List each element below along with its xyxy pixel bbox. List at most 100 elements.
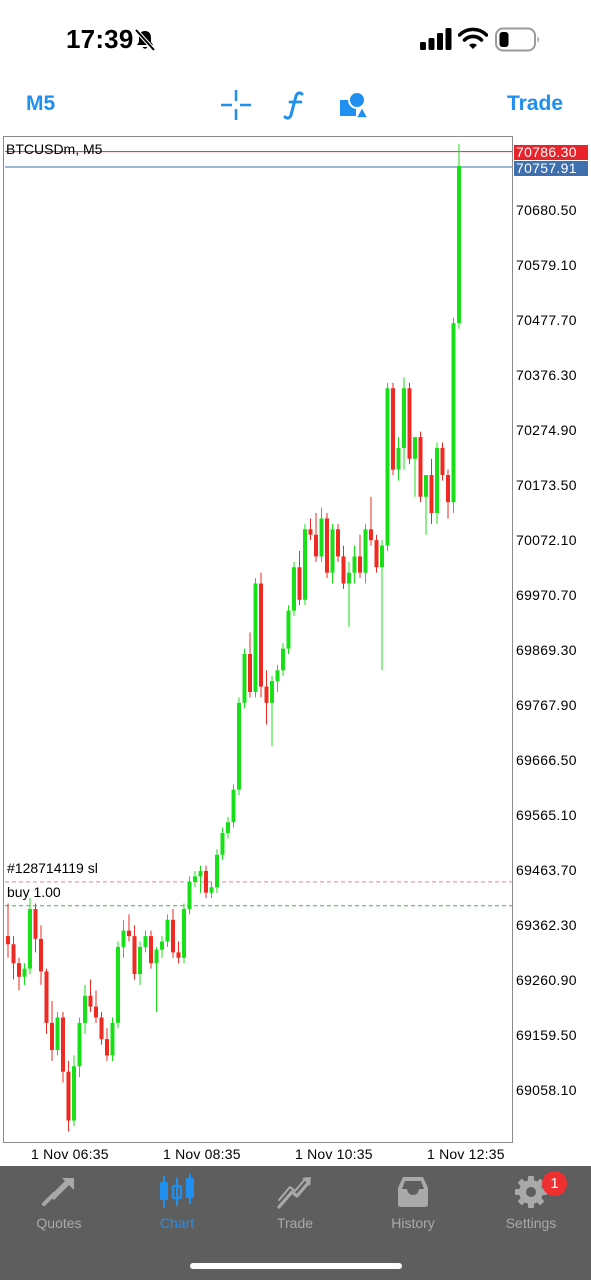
bull-candle (121, 930, 126, 947)
buy-position-label: buy 1.00 (7, 884, 61, 900)
bear-candle (99, 1017, 104, 1040)
home-indicator (190, 1263, 402, 1269)
bull-candle (83, 995, 87, 1023)
bear-candle (259, 583, 263, 687)
bull-candle (413, 437, 417, 459)
bull-candle (209, 887, 214, 893)
tab-quotes[interactable]: Quotes (0, 1166, 118, 1236)
bear-candle (440, 447, 445, 476)
stop-loss-label: #128714119 sl (7, 860, 98, 876)
bid-price-tag: 70757.91 (514, 161, 588, 176)
chart-icon (160, 1174, 194, 1208)
status-time: 17:39 (66, 24, 134, 54)
ask-price-tag: 70786.30 (514, 145, 588, 160)
bull-candle (198, 871, 203, 877)
chart-toolbar: M5 Trade (0, 80, 591, 130)
tab-label: History (391, 1215, 435, 1231)
time-tick: 1 Nov 10:35 (295, 1146, 373, 1162)
bull-candle (286, 610, 291, 649)
bull-candle (165, 919, 170, 942)
settings-icon (515, 1176, 547, 1208)
price-tick: 69159.50 (516, 1027, 577, 1043)
bear-candle (204, 871, 208, 893)
bull-candle (319, 518, 324, 557)
price-tick: 69058.10 (516, 1082, 577, 1098)
price-tick: 70680.50 (516, 202, 577, 218)
price-tick: 69869.30 (516, 642, 577, 658)
bull-candle (347, 572, 351, 584)
bear-candle (358, 556, 362, 573)
bull-candle (303, 529, 307, 600)
trade-button[interactable]: Trade (506, 92, 563, 115)
settings-notification-badge: 1 (542, 1171, 567, 1196)
bull-candle (435, 447, 439, 514)
tab-trade[interactable]: Trade (236, 1166, 354, 1236)
bear-candle (391, 388, 395, 470)
bull-candle (138, 946, 142, 975)
bell-muted-icon (134, 28, 156, 52)
bear-candle (369, 529, 373, 541)
bear-candle (374, 540, 379, 568)
chart-area[interactable] (3, 136, 513, 1143)
crosshair-icon[interactable] (219, 88, 253, 122)
cellular-signal-icon (420, 28, 452, 50)
bull-candle (275, 670, 280, 682)
bear-candle (429, 475, 434, 514)
price-tick: 70072.10 (516, 532, 577, 548)
history-icon (398, 1177, 428, 1207)
bear-candle (88, 995, 93, 1007)
bull-candle (226, 822, 230, 834)
price-tick: 69463.70 (516, 862, 577, 878)
bull-candle (28, 908, 32, 969)
tab-chart[interactable]: Chart (118, 1166, 236, 1236)
bear-candle (66, 1071, 71, 1121)
bull-candle (72, 1066, 76, 1121)
tab-label: Settings (505, 1215, 557, 1231)
bull-candle (182, 908, 186, 958)
bull-candle (330, 529, 335, 573)
bear-candle (314, 534, 318, 557)
bear-candle (308, 529, 313, 535)
bear-candle (33, 908, 38, 939)
bear-candle (248, 654, 252, 693)
bull-candle (116, 946, 120, 1023)
bear-candle (94, 1006, 98, 1018)
chart-symbol-label: BTCUSDm, M5 (6, 141, 103, 157)
bull-candle (231, 789, 236, 823)
bull-candle (237, 702, 241, 790)
bull-candle (160, 941, 164, 950)
price-tick: 69260.90 (516, 972, 577, 988)
bull-candle (143, 936, 148, 947)
price-tick: 69970.70 (516, 587, 577, 603)
bear-candle (325, 518, 329, 573)
bull-candle (215, 854, 219, 888)
bear-candle (105, 1039, 109, 1056)
bull-candle (457, 165, 461, 324)
bear-candle (336, 529, 340, 557)
bull-candle (380, 545, 384, 568)
objects-icon[interactable] (337, 88, 371, 122)
bull-candle (363, 529, 368, 573)
bear-candle (149, 936, 153, 964)
tab-history[interactable]: History (354, 1166, 472, 1236)
bear-candle (264, 686, 269, 703)
function-icon[interactable] (280, 88, 314, 122)
timeframe-button[interactable]: M5 (26, 92, 56, 115)
price-axis: 70680.50 70579.10 70477.70 70376.30 7027… (514, 136, 591, 1143)
tab-settings[interactable]: Settings (472, 1166, 590, 1236)
price-tick: 70477.70 (516, 312, 577, 328)
bull-candle (253, 583, 258, 693)
price-tick: 70173.50 (516, 477, 577, 493)
bull-candle (352, 556, 357, 573)
quotes-icon (42, 1178, 74, 1206)
price-tick: 69767.90 (516, 697, 577, 713)
price-tick: 69565.10 (516, 807, 577, 823)
bull-candle (187, 881, 192, 909)
bull-candle (242, 654, 247, 703)
bull-candle (110, 1022, 115, 1056)
bull-candle (154, 949, 159, 964)
bull-candle (270, 681, 274, 703)
bull-candle (292, 567, 296, 611)
candlestick-chart[interactable] (0, 0, 591, 1166)
tab-label: Chart (159, 1215, 195, 1231)
